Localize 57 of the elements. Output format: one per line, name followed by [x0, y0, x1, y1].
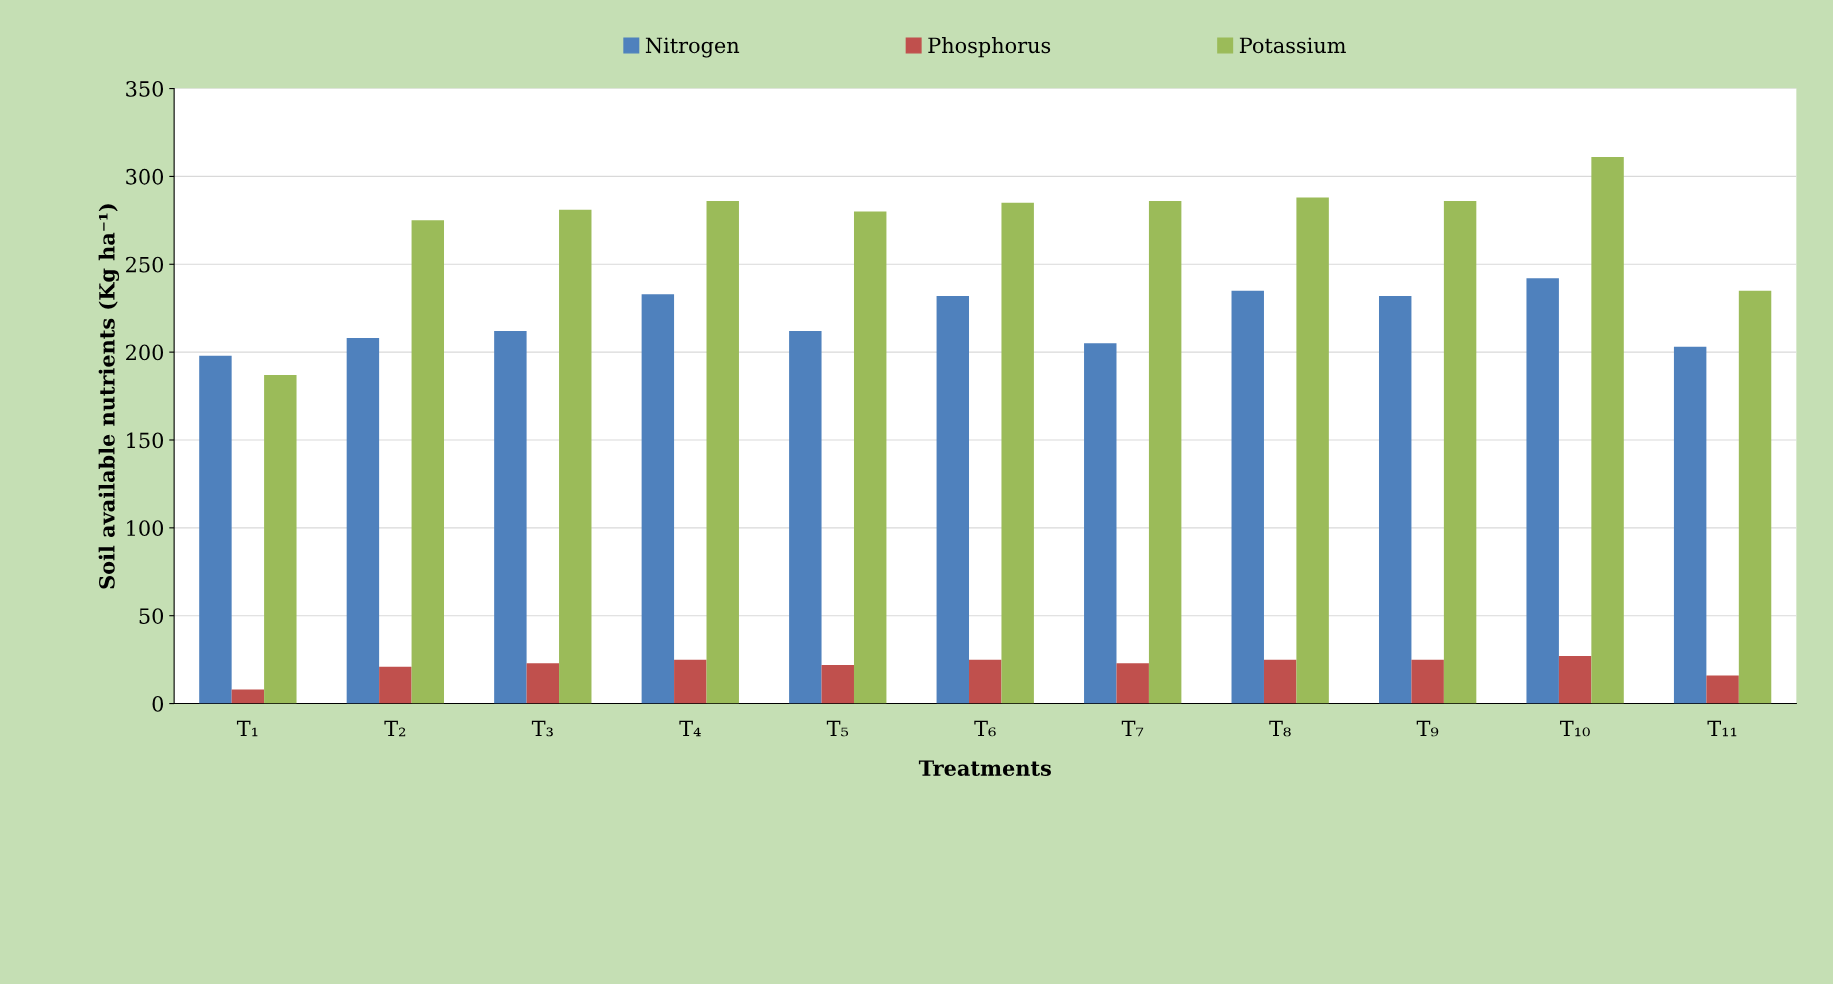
bar: [1116, 663, 1149, 704]
legend-label: Potassium: [1239, 37, 1346, 54]
bar: [199, 355, 232, 704]
bar: [936, 295, 970, 704]
x-tick-label: T₇: [1121, 720, 1144, 737]
bar: [1591, 157, 1624, 704]
bar: [1231, 290, 1264, 704]
x-tick-label: T₃: [531, 720, 553, 737]
bar: [231, 689, 265, 704]
bar: [1378, 295, 1412, 704]
x-tick-label: T₁₀: [1560, 720, 1590, 737]
bar: [346, 338, 380, 704]
bar: [1084, 343, 1117, 704]
x-axis-title: Treatments: [918, 760, 1051, 776]
bar: [526, 663, 560, 704]
y-tick-label: 250: [126, 256, 164, 273]
bar: [379, 666, 412, 704]
bar: [1738, 290, 1772, 704]
bar: [1526, 278, 1559, 704]
bar: [411, 220, 445, 704]
y-tick-label: 0: [152, 696, 164, 712]
bar: [853, 211, 887, 704]
legend-label: Phosphorus: [928, 37, 1051, 58]
y-tick-label: 300: [126, 168, 164, 185]
y-tick-label: 200: [126, 344, 164, 361]
bar: [1296, 197, 1329, 704]
y-tick-label: 100: [127, 520, 164, 537]
x-tick-label: T₉: [1416, 720, 1439, 737]
bar: [1443, 201, 1477, 704]
bar: [969, 659, 1002, 704]
bar: [1148, 201, 1182, 704]
bar: [1263, 659, 1297, 704]
bar: [559, 209, 592, 704]
x-tick-label: T₆: [974, 720, 996, 737]
legend-label: Nitrogen: [645, 37, 740, 58]
bar: [789, 331, 822, 704]
y-tick-label: 150: [127, 432, 164, 449]
bar: [264, 374, 297, 704]
x-tick-label: T₅: [826, 720, 849, 737]
x-tick-label: T₄: [679, 720, 701, 737]
y-tick-label: 50: [139, 608, 164, 624]
x-tick-label: T₁: [236, 720, 258, 737]
y-tick-label: 350: [126, 81, 164, 97]
bar: [1558, 656, 1592, 704]
bar: [494, 331, 527, 704]
bar: [821, 664, 854, 704]
x-tick-label: T₁₁: [1707, 720, 1737, 737]
bar: [1411, 659, 1444, 704]
x-tick-label: T₂: [384, 720, 406, 737]
bar: [1001, 202, 1034, 704]
bar: [1673, 346, 1707, 704]
x-tick-label: T₈: [1269, 720, 1291, 737]
bar: [641, 294, 675, 704]
bar: [1706, 675, 1739, 704]
bar: [706, 201, 739, 704]
bar: [674, 659, 707, 704]
y-axis-title: Soil available nutrients (Kg ha⁻¹): [98, 204, 120, 589]
